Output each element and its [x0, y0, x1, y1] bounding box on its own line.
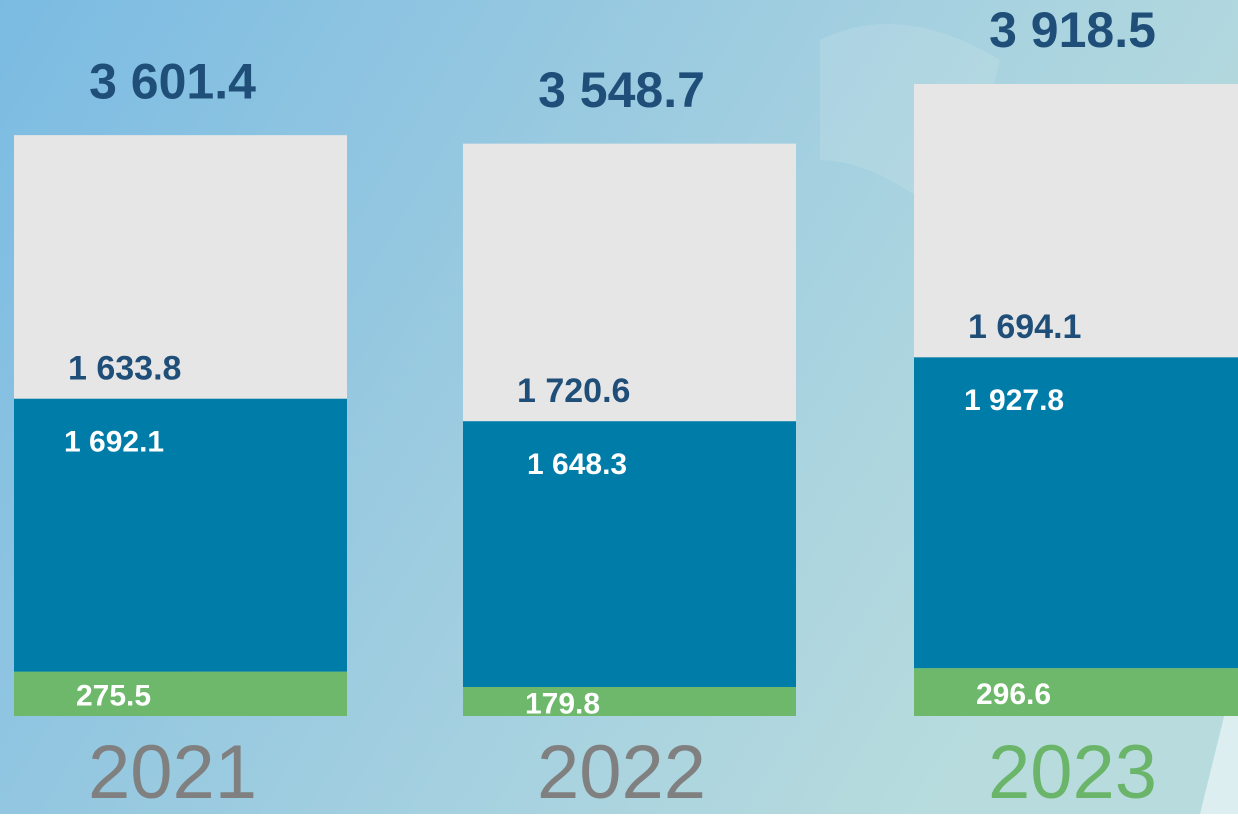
bar-segment — [914, 668, 1238, 716]
total-label: 3 918.5 — [989, 2, 1156, 58]
bar-segment — [914, 84, 1238, 358]
value-label: 275.5 — [76, 680, 151, 713]
x-tick-label: 2021 — [88, 730, 257, 814]
x-tick-label: 2022 — [537, 730, 706, 814]
value-label: 296.6 — [976, 678, 1051, 711]
value-label: 1 927.8 — [964, 384, 1064, 417]
x-tick-label: 2023 — [988, 730, 1157, 814]
bar-segment — [463, 421, 796, 688]
bar-segment — [14, 671, 347, 716]
total-label: 3 548.7 — [538, 62, 705, 118]
bar-segment — [914, 357, 1238, 669]
value-label: 1 694.1 — [968, 308, 1081, 346]
bar-segment — [14, 135, 347, 399]
value-label: 1 633.8 — [68, 350, 181, 388]
value-label: 1 720.6 — [517, 372, 630, 410]
bar-segment — [14, 398, 347, 672]
bar-segment — [463, 687, 796, 716]
value-label: 1 692.1 — [64, 426, 164, 459]
value-label: 179.8 — [525, 687, 600, 720]
value-label: 1 648.3 — [527, 448, 627, 481]
total-label: 3 601.4 — [89, 53, 256, 109]
bar-segment — [463, 143, 796, 422]
